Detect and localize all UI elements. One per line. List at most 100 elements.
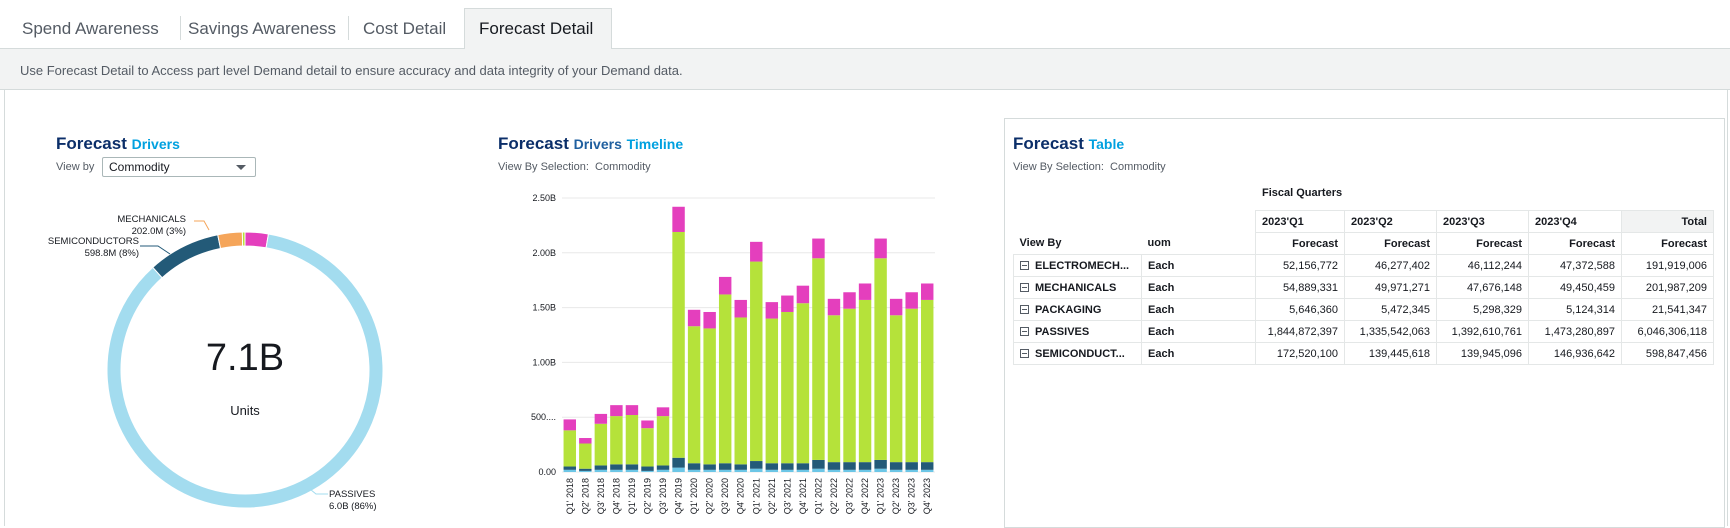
bar-segment[interactable]: [765, 469, 779, 472]
bar-segment[interactable]: [843, 292, 856, 309]
bar-segment[interactable]: [734, 464, 747, 470]
bar-segment[interactable]: [858, 283, 872, 300]
bar-segment[interactable]: [843, 308, 856, 463]
bar-segment[interactable]: [703, 464, 716, 470]
bar-segment[interactable]: [781, 469, 794, 472]
bar-segment[interactable]: [812, 459, 825, 469]
bar-segment[interactable]: [579, 438, 592, 444]
bar-segment[interactable]: [579, 443, 592, 469]
row-label-cell[interactable]: MECHANICALS: [1013, 276, 1142, 299]
bar-segment[interactable]: [921, 462, 934, 470]
bar-segment[interactable]: [594, 423, 608, 466]
bar-segment[interactable]: [796, 469, 810, 472]
bar-segment[interactable]: [625, 415, 639, 465]
bar-segment[interactable]: [641, 420, 654, 429]
tab-spend-awareness[interactable]: Spend Awareness: [22, 19, 159, 38]
bar-segment[interactable]: [858, 469, 872, 472]
bar-segment[interactable]: [874, 258, 887, 460]
bar-segment[interactable]: [889, 469, 903, 472]
tab-forecast-detail[interactable]: Forecast Detail: [464, 8, 612, 49]
bar-segment[interactable]: [889, 298, 903, 316]
bar-segment[interactable]: [579, 470, 592, 472]
bar-segment[interactable]: [843, 469, 856, 472]
bar-segment[interactable]: [672, 457, 685, 468]
bar-segment[interactable]: [765, 318, 779, 464]
bar-segment[interactable]: [641, 470, 654, 472]
bar-segment[interactable]: [921, 283, 934, 300]
bar-segment[interactable]: [905, 462, 918, 470]
bar-segment[interactable]: [610, 405, 623, 417]
bar-segment[interactable]: [594, 469, 608, 472]
bar-segment[interactable]: [750, 461, 763, 469]
bar-segment[interactable]: [858, 462, 872, 470]
bar-segment[interactable]: [563, 466, 576, 470]
bar-segment[interactable]: [812, 238, 825, 259]
quarter-header[interactable]: 2023'Q1: [1255, 210, 1345, 233]
bar-segment[interactable]: [827, 315, 841, 463]
donut-slice-mechanicals[interactable]: [217, 231, 244, 250]
bar-segment[interactable]: [734, 299, 747, 318]
bar-segment[interactable]: [672, 467, 685, 472]
bar-segment[interactable]: [625, 464, 639, 470]
bar-segment[interactable]: [703, 469, 716, 472]
donut-slice-electromech[interactable]: [244, 231, 270, 249]
bar-segment[interactable]: [921, 469, 934, 472]
bar-segment[interactable]: [656, 407, 670, 417]
bar-segment[interactable]: [641, 428, 654, 467]
bar-segment[interactable]: [796, 285, 810, 304]
bar-segment[interactable]: [610, 469, 623, 472]
bar-segment[interactable]: [765, 463, 779, 470]
bar-segment[interactable]: [579, 468, 592, 471]
bar-segment[interactable]: [827, 469, 841, 472]
bar-segment[interactable]: [734, 469, 747, 472]
bar-segment[interactable]: [843, 462, 856, 470]
bar-segment[interactable]: [594, 413, 608, 424]
bar-segment[interactable]: [656, 469, 670, 472]
bar-segment[interactable]: [827, 462, 841, 470]
bar-segment[interactable]: [656, 465, 670, 470]
bar-segment[interactable]: [718, 463, 732, 470]
row-label-cell[interactable]: PACKAGING: [1013, 298, 1142, 321]
bar-segment[interactable]: [563, 469, 576, 472]
bar-segment[interactable]: [750, 468, 763, 472]
bar-segment[interactable]: [594, 465, 608, 470]
donut-slice-packaging[interactable]: [241, 231, 246, 247]
tab-cost-detail[interactable]: Cost Detail: [363, 19, 447, 38]
quarter-header[interactable]: 2023'Q4: [1528, 210, 1622, 233]
row-label-cell[interactable]: SEMICONDUCT...: [1013, 342, 1142, 365]
total-header[interactable]: Total: [1621, 210, 1714, 233]
bar-segment[interactable]: [718, 294, 732, 464]
bar-segment[interactable]: [734, 317, 747, 465]
bar-segment[interactable]: [703, 328, 716, 465]
quarter-header[interactable]: 2023'Q3: [1436, 210, 1529, 233]
bar-segment[interactable]: [889, 315, 903, 463]
bar-segment[interactable]: [765, 302, 779, 319]
bar-segment[interactable]: [687, 326, 701, 464]
bar-segment[interactable]: [625, 405, 639, 416]
bar-segment[interactable]: [905, 308, 918, 463]
collapse-icon[interactable]: [1020, 260, 1029, 270]
collapse-icon[interactable]: [1020, 348, 1029, 358]
bar-segment[interactable]: [703, 311, 716, 329]
bar-segment[interactable]: [812, 258, 825, 460]
collapse-icon[interactable]: [1020, 326, 1029, 336]
bar-segment[interactable]: [687, 469, 701, 472]
bar-segment[interactable]: [781, 463, 794, 470]
donut-slice-semiconductors[interactable]: [152, 234, 222, 279]
bar-segment[interactable]: [781, 295, 794, 312]
view-by-select[interactable]: Commodity: [102, 157, 256, 177]
bar-segment[interactable]: [827, 298, 841, 316]
bar-segment[interactable]: [563, 419, 576, 431]
bar-segment[interactable]: [563, 430, 576, 467]
bar-segment[interactable]: [750, 241, 763, 262]
collapse-icon[interactable]: [1020, 304, 1029, 314]
bar-segment[interactable]: [625, 469, 639, 472]
bar-segment[interactable]: [858, 299, 872, 463]
bar-segment[interactable]: [796, 303, 810, 464]
bar-segment[interactable]: [921, 299, 934, 463]
tab-savings-awareness[interactable]: Savings Awareness: [188, 19, 337, 38]
bar-segment[interactable]: [656, 416, 670, 466]
bar-segment[interactable]: [687, 309, 701, 327]
bar-segment[interactable]: [718, 276, 732, 295]
donut-slice-passives[interactable]: [106, 233, 384, 509]
